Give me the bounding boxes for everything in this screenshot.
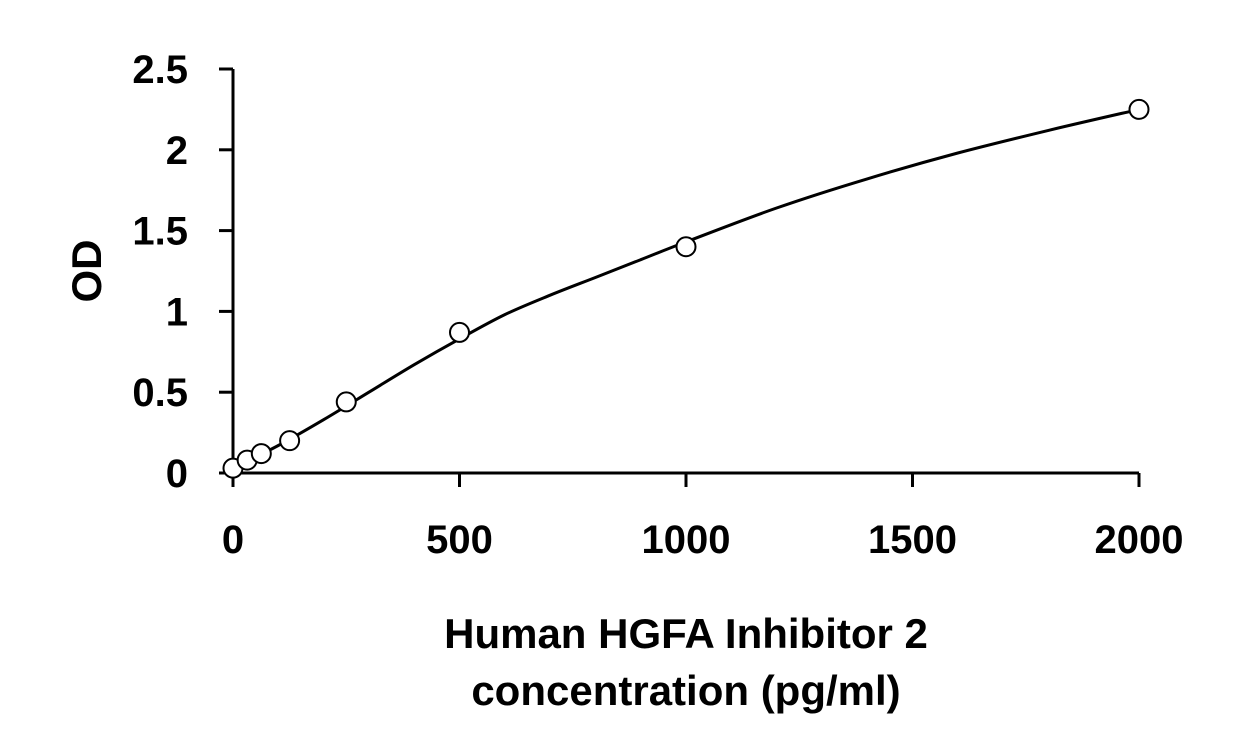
y-axis-title: OD	[63, 240, 110, 303]
y-tick-label: 2	[166, 129, 188, 173]
x-tick-label: 0	[222, 518, 244, 562]
y-tick-label: 2.5	[132, 48, 188, 92]
y-tick-label: 1.5	[132, 210, 188, 254]
data-point	[675, 236, 697, 258]
x-tick-label: 2000	[1095, 518, 1184, 562]
x-tick-label: 1000	[642, 518, 731, 562]
x-axis-title-line-1: Human HGFA Inhibitor 2	[444, 610, 928, 657]
data-point	[449, 321, 470, 343]
fit-curve	[232, 107, 1140, 470]
y-tick-label: 0.5	[132, 371, 188, 415]
x-tick-label: 1500	[868, 518, 957, 562]
axis-titles: OD Human HGFA Inhibitor 2 concentration …	[63, 240, 928, 715]
y-tick-label: 1	[166, 290, 188, 334]
data-point	[279, 430, 301, 452]
fit-curve-layer	[232, 107, 1140, 470]
axis-ticks: 0 0.5 1 1.5 2 2.5 0 500 1000 1500 2000	[132, 48, 1183, 562]
data-point	[335, 391, 357, 413]
data-points	[222, 98, 1150, 479]
x-axis-title-line-2: concentration (pg/ml)	[471, 667, 900, 714]
y-tick-label: 0	[166, 452, 188, 496]
data-point	[1128, 98, 1150, 120]
axes	[231, 69, 1139, 475]
data-point	[250, 443, 272, 465]
x-tick-label: 500	[426, 518, 493, 562]
